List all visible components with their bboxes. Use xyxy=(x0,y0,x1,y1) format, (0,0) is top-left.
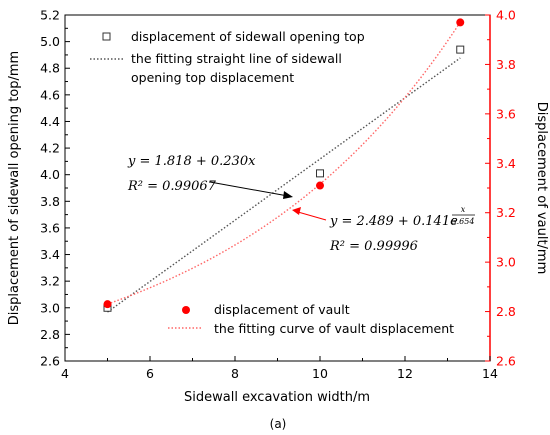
linear-equation: y = 1.818 + 0.230x xyxy=(127,154,256,169)
legend-label-fit-line-1: the fitting straight line of sidewall xyxy=(131,51,342,66)
y-right-tick-label: 3.6 xyxy=(496,106,516,121)
y-left-tick-label: 4.6 xyxy=(40,87,60,102)
y-left-tick-label: 3.2 xyxy=(40,274,60,289)
linear-r2: R² = 0.99067 xyxy=(127,179,217,194)
vault-point xyxy=(103,300,112,309)
exp-arrow-line xyxy=(297,211,327,221)
exp-fit-annotation: y = 2.489 + 0.141e x 5.654 R² = 0.99996 xyxy=(292,205,475,254)
linear-arrow-line xyxy=(209,181,289,197)
y-axis-right-label: Displacement of vault/mm xyxy=(534,102,549,274)
legend-label-vault: displacement of vault xyxy=(214,302,350,317)
y-right-tick-label: 4.0 xyxy=(496,8,516,23)
x-tick-label: 8 xyxy=(231,366,239,381)
figure-caption: (a) xyxy=(270,417,287,431)
exp-r2: R² = 0.99996 xyxy=(329,239,418,254)
x-axis-label: Sidewall excavation width/m xyxy=(184,390,370,405)
exp-exponent-den: 5.654 xyxy=(452,217,475,226)
y-left-tick-label: 3.0 xyxy=(40,300,60,315)
sidewall-point xyxy=(316,169,324,178)
linear-fit-annotation: y = 1.818 + 0.230x R² = 0.99067 xyxy=(127,154,293,199)
x-tick-label: 4 xyxy=(61,366,69,381)
legend-label-fit-line-2: opening top displacement xyxy=(131,70,294,85)
y-left-tick-label: 2.8 xyxy=(40,327,60,342)
legend-label-fit-curve: the fitting curve of vault displacement xyxy=(214,321,454,336)
y-left-tick-label: 3.6 xyxy=(40,220,60,235)
sidewall-point xyxy=(456,45,465,54)
y-left-tick-label: 2.6 xyxy=(40,354,60,369)
x-tick-label: 6 xyxy=(146,366,154,381)
vault-point xyxy=(316,181,324,190)
fit-line-sidewall xyxy=(107,57,461,313)
legend-square-marker xyxy=(102,32,111,41)
legend-bottom: displacement of vault the fitting curve … xyxy=(168,302,454,336)
linear-arrow-head xyxy=(283,191,293,199)
y-right-tick-label: 2.8 xyxy=(496,304,516,319)
y-right-tick-label: 3.8 xyxy=(496,57,516,72)
y-left-tick-label: 5.2 xyxy=(40,8,60,23)
exp-exponent-num: x xyxy=(461,205,466,214)
y-left-tick-label: 4.2 xyxy=(40,141,60,156)
y-left-tick-label: 3.4 xyxy=(40,247,60,262)
y-left-tick-label: 4.4 xyxy=(40,114,60,129)
x-tick-label: 12 xyxy=(397,366,413,381)
y-left-tick-label: 3.8 xyxy=(40,194,60,209)
legend-label-sidewall: displacement of sidewall opening top xyxy=(131,29,365,44)
y-axis-left-label: Displacement of sidewall opening top/mm xyxy=(7,51,22,325)
exp-arrow-head xyxy=(292,207,301,215)
legend-circle-marker xyxy=(182,306,190,314)
x-tick-label: 10 xyxy=(312,366,328,381)
y-left-tick-label: 4.0 xyxy=(40,167,60,182)
exp-equation: y = 2.489 + 0.141e xyxy=(329,214,458,229)
y-right-tick-label: 3.0 xyxy=(496,255,516,270)
legend-top: displacement of sidewall opening top the… xyxy=(90,29,365,85)
x-tick-label: 14 xyxy=(482,366,498,381)
y-right-tick-label: 3.2 xyxy=(496,205,516,220)
y-left-tick-label: 4.8 xyxy=(40,61,60,76)
y-left-tick-label: 5.0 xyxy=(40,34,60,49)
vault-point xyxy=(456,18,465,27)
y-right-tick-label: 3.4 xyxy=(496,156,516,171)
y-right-tick-label: 2.6 xyxy=(496,354,516,369)
fit-curve-vault xyxy=(107,21,461,305)
